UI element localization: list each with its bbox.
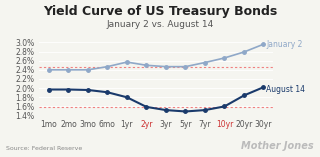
Text: August 14: August 14 [267,85,305,95]
Text: January 2: January 2 [267,40,303,49]
Text: Source: Federal Reserve: Source: Federal Reserve [6,146,83,151]
Text: Yield Curve of US Treasury Bonds: Yield Curve of US Treasury Bonds [43,5,277,18]
Text: January 2 vs. August 14: January 2 vs. August 14 [106,20,214,29]
Text: Mother Jones: Mother Jones [241,141,314,151]
